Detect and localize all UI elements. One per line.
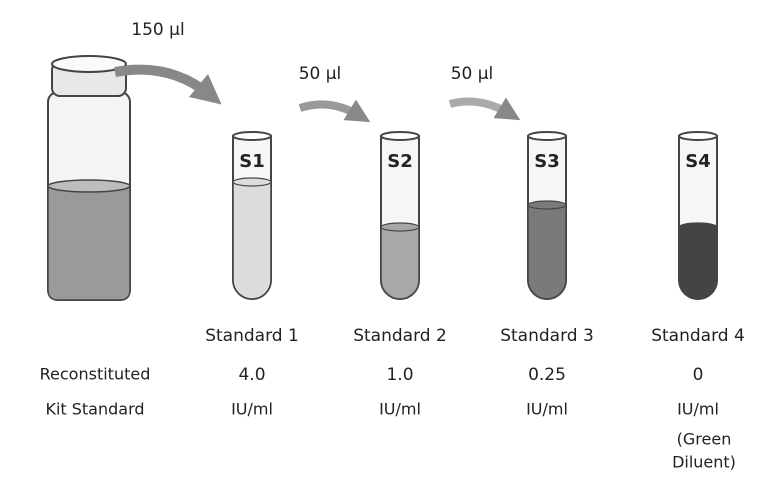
- unit: IU/ml: [379, 400, 421, 419]
- tube-liquid: [528, 205, 566, 299]
- transfer-volume: 150 µl: [131, 20, 184, 40]
- tube-rim: [679, 132, 717, 140]
- concentration: 1.0: [386, 365, 413, 385]
- unit: IU/ml: [677, 400, 719, 419]
- stock-vial: [48, 56, 130, 300]
- transfer-arrow: [450, 102, 510, 114]
- liquid-surface: [679, 223, 717, 231]
- transfer-volume: 50 µl: [299, 64, 342, 84]
- transfer-volume: 50 µl: [451, 64, 494, 84]
- tube-liquid: [233, 182, 271, 299]
- tube-label: S2: [387, 151, 413, 172]
- standard-name: Standard 2: [353, 326, 447, 346]
- tube-rim: [233, 132, 271, 140]
- concentration: 0.25: [528, 365, 566, 385]
- tube-label: S3: [534, 151, 560, 172]
- tube-label: S4: [685, 151, 711, 172]
- tube-rim: [528, 132, 566, 140]
- liquid-surface: [381, 223, 419, 231]
- unit: IU/ml: [231, 400, 273, 419]
- note: Diluent): [672, 453, 736, 472]
- note: (Green: [677, 430, 732, 449]
- tube-rim: [381, 132, 419, 140]
- row-label: Reconstituted: [40, 365, 151, 384]
- tube-label: S1: [239, 151, 265, 172]
- row-label: Kit Standard: [45, 400, 144, 419]
- unit: IU/ml: [526, 400, 568, 419]
- transfer-arrow: [115, 70, 210, 95]
- standard-name: Standard 4: [651, 326, 745, 346]
- transfer-arrow: [300, 104, 360, 116]
- standard-name: Standard 1: [205, 326, 299, 346]
- standard-name: Standard 3: [500, 326, 594, 346]
- concentration: 0: [693, 365, 704, 385]
- liquid-surface: [233, 178, 271, 186]
- liquid-surface: [528, 201, 566, 209]
- tube-liquid: [381, 227, 419, 299]
- diagram: 150 µl 50 µl 50 µl Reconstituted Kit Sta…: [0, 0, 761, 478]
- tube-liquid: [679, 227, 717, 299]
- concentration: 4.0: [238, 365, 265, 385]
